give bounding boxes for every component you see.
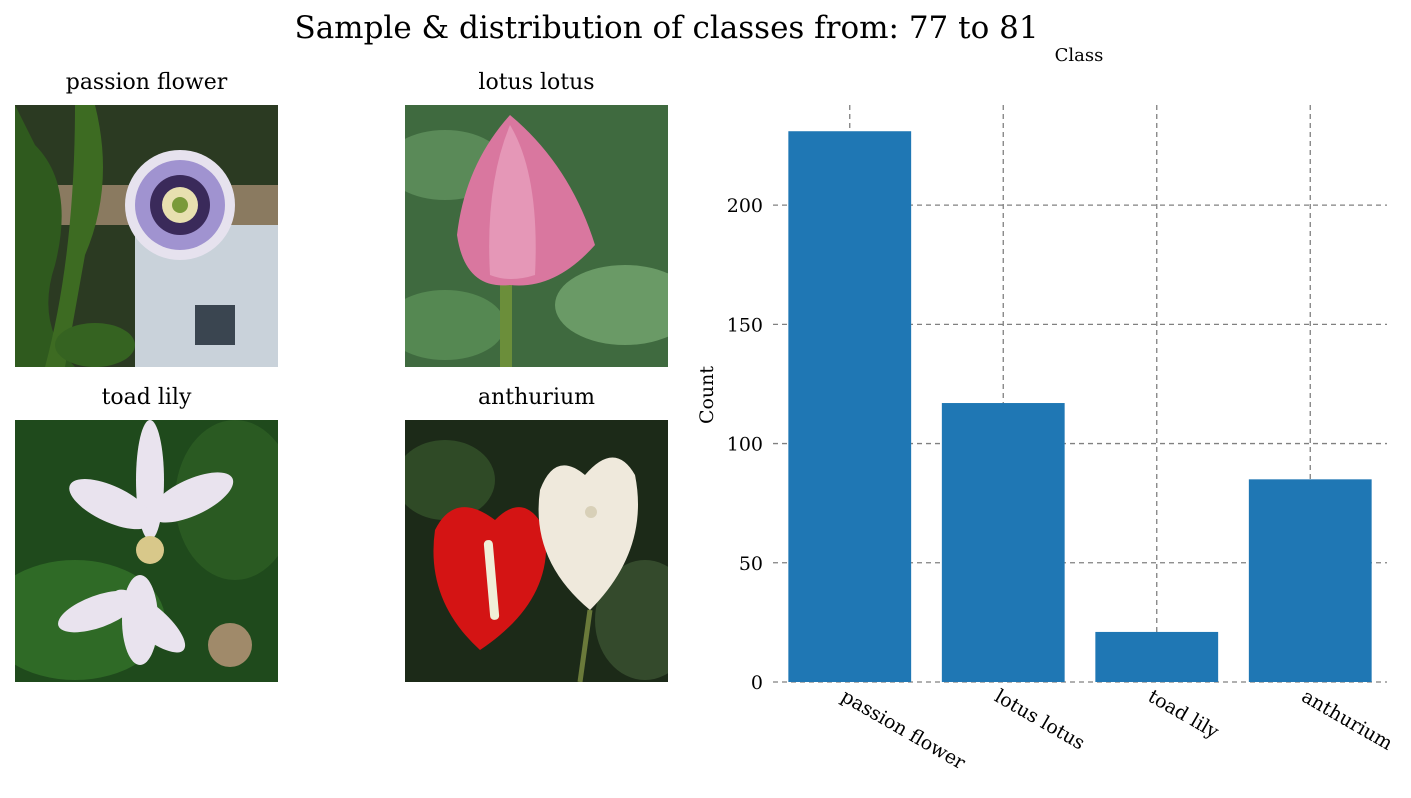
x-tick-label: toad lily — [1144, 685, 1222, 743]
bar-passion-flower — [788, 131, 912, 682]
x-tick-label: passion flower — [837, 685, 970, 774]
bar-lotus-lotus — [941, 403, 1065, 682]
x-tick-labels: passion flower lotus lotus toad lily anthur… — [837, 685, 1396, 774]
bar-toad-lily — [1095, 631, 1219, 682]
y-tick-label: 0 — [751, 672, 763, 694]
figure-title: Sample & distribution of classes from: 7… — [294, 10, 1039, 46]
y-axis-label: Count — [696, 366, 718, 424]
x-axis-label: Class — [1055, 45, 1104, 66]
bar-anthurium — [1248, 479, 1372, 682]
sample-title-3: toad lily — [101, 385, 192, 410]
anthurium-photo — [405, 420, 668, 682]
x-tick-label: anthurium — [1298, 685, 1397, 755]
y-tick-label: 100 — [727, 434, 763, 456]
x-tick-label: lotus lotus — [991, 685, 1089, 754]
y-tick-labels: 0 50 100 150 200 — [727, 195, 763, 694]
sample-title-4: anthurium — [477, 385, 596, 410]
y-tick-label: 150 — [727, 314, 763, 336]
y-tick-label: 50 — [739, 553, 763, 575]
lotus-bud-photo — [405, 105, 668, 367]
y-tick-label: 200 — [727, 195, 763, 217]
passion-flower-photo — [15, 105, 278, 367]
chart-bars — [788, 131, 1372, 682]
toad-lily-photo — [15, 420, 278, 682]
sample-title-1: passion flower — [65, 70, 228, 95]
sample-title-2: lotus lotus — [478, 70, 595, 95]
